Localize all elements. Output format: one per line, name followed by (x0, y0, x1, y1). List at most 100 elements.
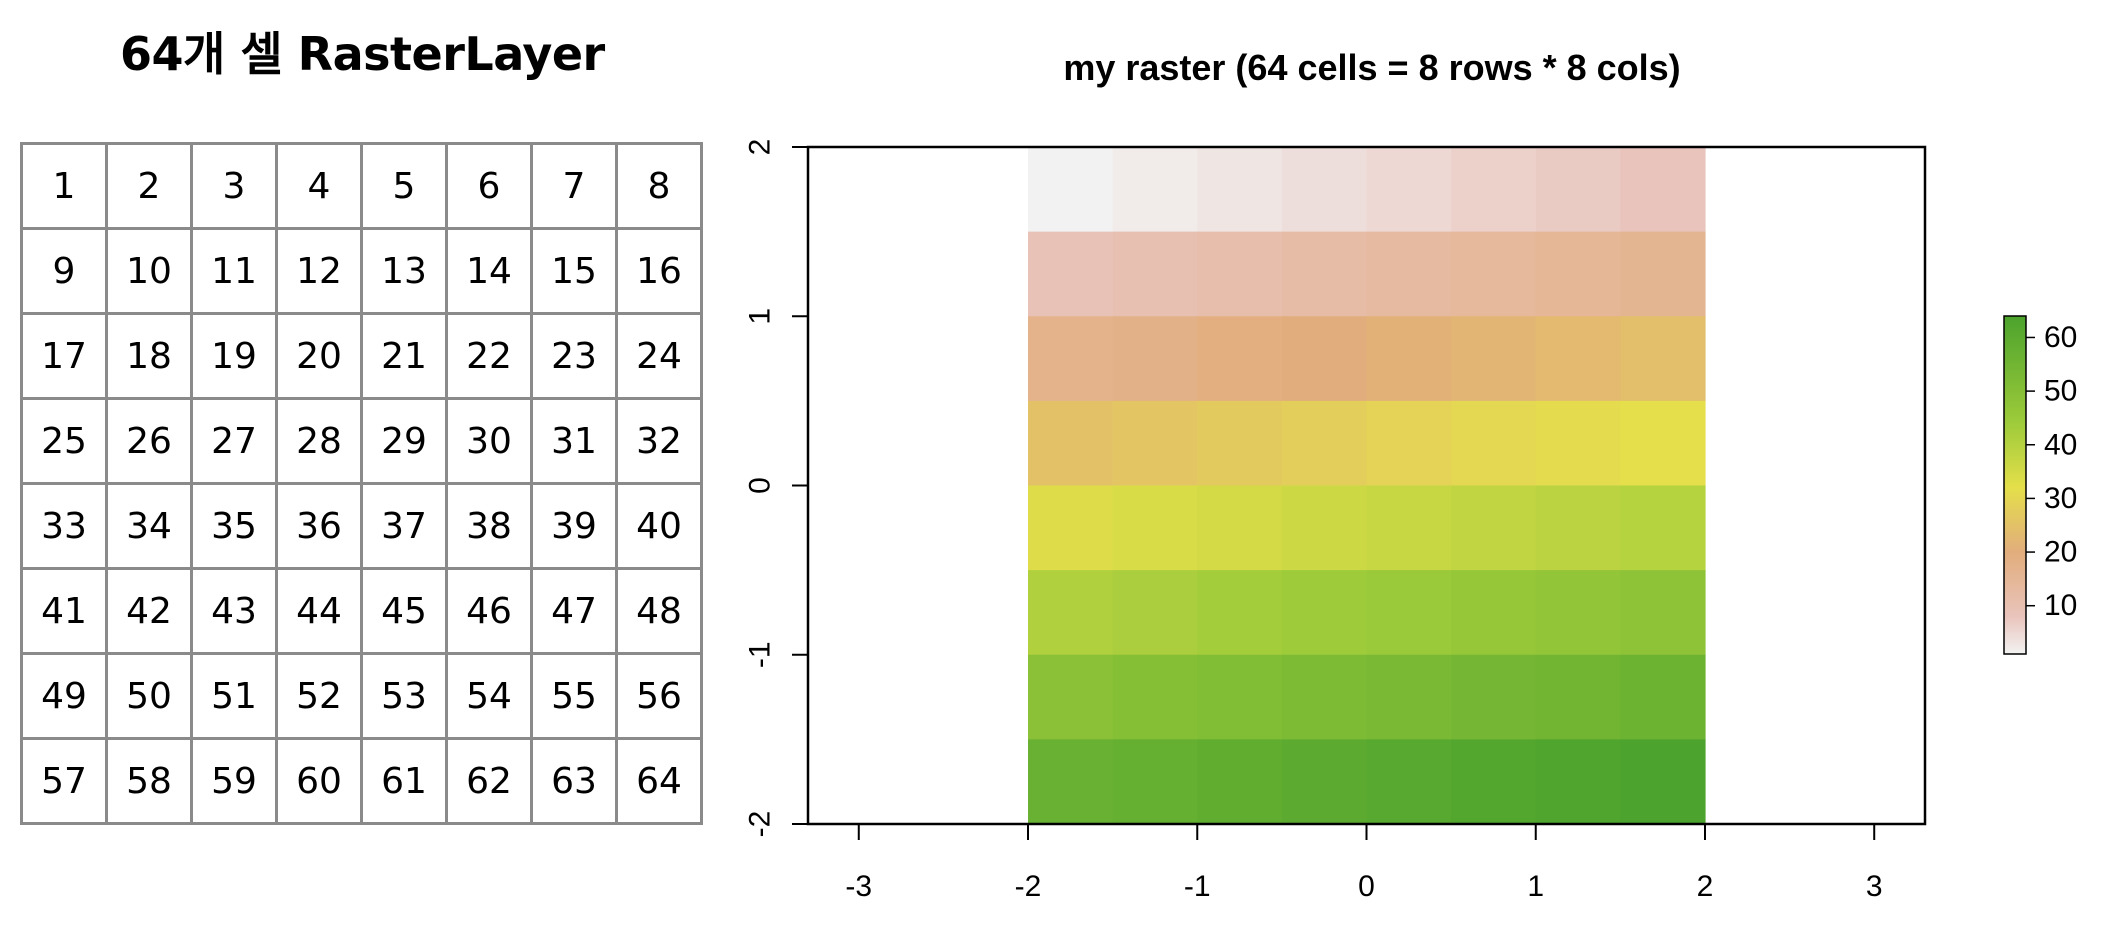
raster-cell (1535, 739, 1621, 825)
grid-cell: 60 (275, 737, 363, 825)
y-tick-label: 1 (744, 308, 777, 325)
y-tick-label: 2 (744, 139, 777, 156)
raster-cell (1112, 231, 1198, 317)
raster-cell (1281, 231, 1368, 317)
raster-cell (1281, 147, 1368, 233)
grid-cell: 38 (445, 482, 533, 570)
grid-cell: 28 (275, 397, 363, 485)
grid-cell: 14 (445, 227, 533, 315)
raster-cell (1535, 570, 1621, 656)
raster-cell (1535, 400, 1621, 487)
grid-cell: 4 (275, 142, 363, 230)
grid-cell: 25 (20, 397, 108, 485)
raster-cell (1281, 570, 1368, 656)
grid-cell: 31 (530, 397, 618, 485)
grid-row: 49 50 51 52 53 54 55 56 (20, 652, 703, 740)
raster-cell (1366, 147, 1452, 233)
raster-cell (1112, 147, 1198, 233)
grid-cell: 35 (190, 482, 278, 570)
grid-cell: 37 (360, 482, 448, 570)
grid-cell: 51 (190, 652, 278, 740)
raster-cell (1366, 654, 1452, 740)
grid-cell: 29 (360, 397, 448, 485)
legend-tick-label: 50 (2044, 375, 2077, 408)
raster-cell (1197, 739, 1283, 825)
raster-cell (1281, 316, 1368, 402)
raster-cell (1366, 485, 1452, 571)
raster-cell (1197, 147, 1283, 233)
grid-cell: 48 (615, 567, 703, 655)
raster-cell (1112, 316, 1198, 402)
raster-cell (1112, 654, 1198, 740)
raster-cell (1535, 485, 1621, 571)
grid-cell: 21 (360, 312, 448, 400)
grid-row: 57 58 59 60 61 62 63 64 (20, 737, 703, 825)
raster-cell (1197, 400, 1283, 487)
grid-row: 41 42 43 44 45 46 47 48 (20, 567, 703, 655)
grid-row: 9 10 11 12 13 14 15 16 (20, 227, 703, 315)
raster-cell (1620, 739, 1706, 825)
legend-tick-label: 40 (2044, 428, 2077, 461)
raster-cell (1281, 485, 1368, 571)
grid-cell: 30 (445, 397, 533, 485)
raster-cell (1620, 570, 1706, 656)
raster-cell (1028, 570, 1114, 656)
raster-cell (1366, 400, 1452, 487)
raster-cell (1028, 485, 1114, 571)
grid-cell: 2 (105, 142, 193, 230)
y-tick-label: -1 (744, 641, 777, 668)
raster-cell (1197, 570, 1283, 656)
raster-cell (1028, 231, 1114, 317)
grid-cell: 19 (190, 312, 278, 400)
raster-cell (1366, 316, 1452, 402)
raster-cell (1535, 147, 1621, 233)
grid-cell: 33 (20, 482, 108, 570)
grid-cell: 49 (20, 652, 108, 740)
grid-cell: 61 (360, 737, 448, 825)
raster-cell (1197, 654, 1283, 740)
raster-cell (1620, 147, 1706, 233)
grid-cell: 27 (190, 397, 278, 485)
grid-cell: 39 (530, 482, 618, 570)
grid-row: 25 26 27 28 29 30 31 32 (20, 397, 703, 485)
grid-cell: 1 (20, 142, 108, 230)
raster-cell (1451, 654, 1537, 740)
grid-cell: 34 (105, 482, 193, 570)
raster-cell (1451, 147, 1537, 233)
grid-cell: 57 (20, 737, 108, 825)
legend-tick-label: 30 (2044, 482, 2077, 515)
raster-cell (1028, 147, 1114, 233)
raster-cell (1366, 570, 1452, 656)
raster-cell (1451, 231, 1537, 317)
x-tick-label: 1 (1527, 870, 1544, 903)
raster-cell (1028, 316, 1114, 402)
grid-cell: 17 (20, 312, 108, 400)
grid-cell: 23 (530, 312, 618, 400)
raster-cell (1028, 654, 1114, 740)
grid-cell: 52 (275, 652, 363, 740)
grid-cell: 32 (615, 397, 703, 485)
plot-title: my raster (64 cells = 8 rows * 8 cols) (1063, 47, 1680, 88)
raster-cell (1112, 739, 1198, 825)
cell-number-grid: 1 2 3 4 5 6 7 8 9 10 11 12 13 14 15 16 17 18 19 20 21 22 23 24 2… (20, 142, 703, 825)
raster-cell (1535, 654, 1621, 740)
grid-cell: 62 (445, 737, 533, 825)
legend-tick-label: 20 (2044, 536, 2077, 569)
grid-cell: 44 (275, 567, 363, 655)
raster-cell (1451, 570, 1537, 656)
grid-cell: 22 (445, 312, 533, 400)
grid-cell: 46 (445, 567, 533, 655)
x-tick-label: -2 (1015, 870, 1042, 903)
raster-cell (1451, 400, 1537, 487)
raster-cell (1366, 231, 1452, 317)
y-tick-label: -2 (744, 811, 777, 838)
grid-cell: 58 (105, 737, 193, 825)
raster-cell (1028, 739, 1114, 825)
raster-cell (1281, 400, 1368, 487)
raster-cell (1197, 316, 1283, 402)
grid-cell: 63 (530, 737, 618, 825)
grid-cell: 53 (360, 652, 448, 740)
grid-cell: 11 (190, 227, 278, 315)
